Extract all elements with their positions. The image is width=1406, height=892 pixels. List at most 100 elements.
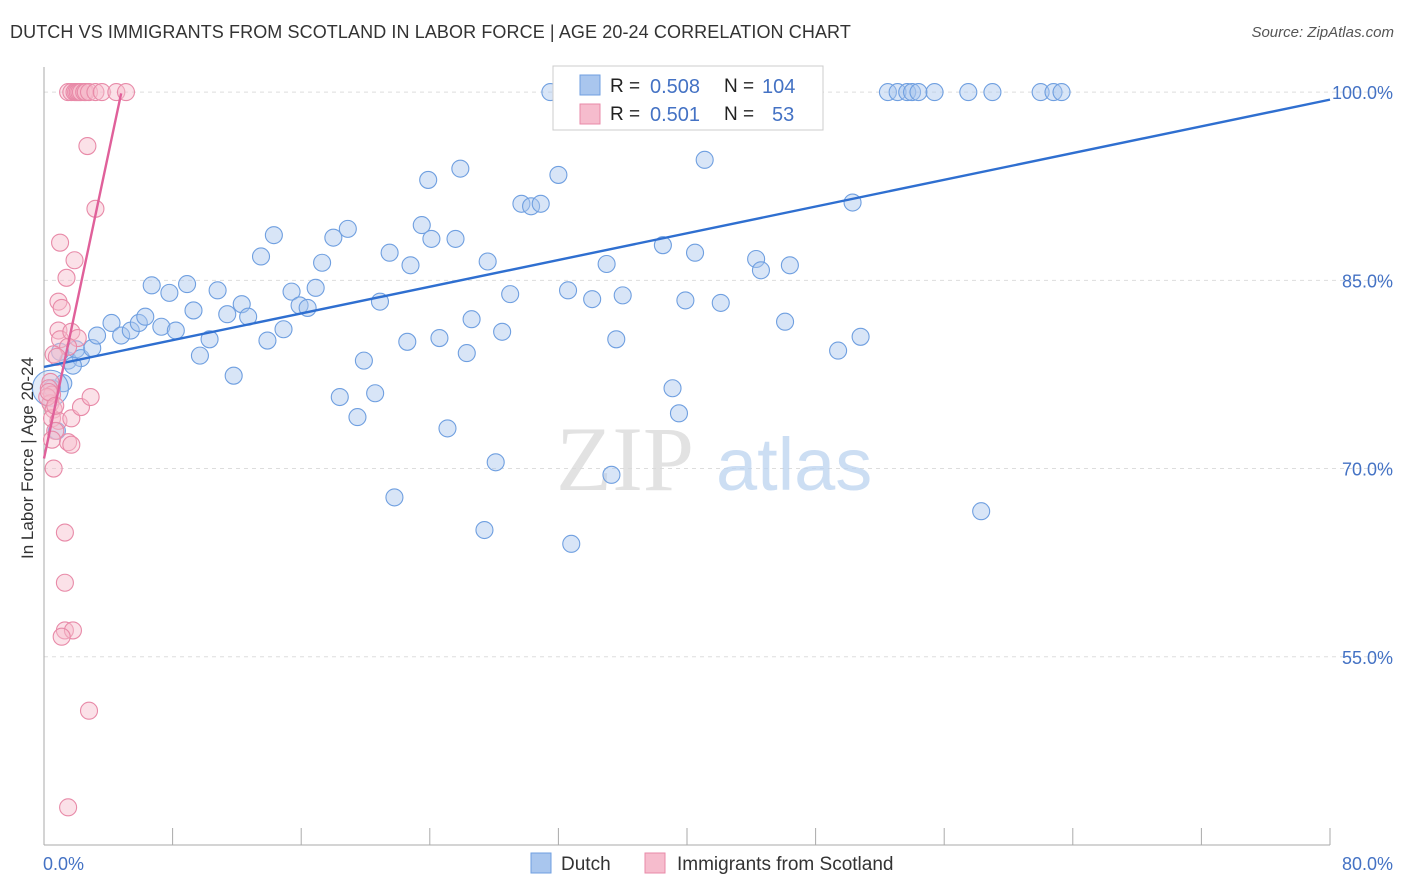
dutch-point-48 [438,419,457,438]
dutch-point-93 [959,83,978,102]
dutch-point-27 [274,320,293,339]
dutch-point-84 [829,341,848,360]
dutch-point-46 [422,229,441,248]
dutch-point-53 [475,520,494,540]
scotland-point-14 [78,137,97,156]
dutch-point-82 [780,256,799,275]
dutch-point-79 [747,249,766,269]
bottom-legend-swatch-scotland [644,852,666,874]
dutch-point-91 [909,83,928,102]
dutch-point-45 [419,170,438,189]
dutch-point-94 [972,502,991,521]
scotland-point-42 [62,435,81,454]
legend-r-value-2: 0.501 [650,104,700,126]
dutch-point-7 [112,326,131,345]
scotland-point-49 [79,701,99,720]
legend-n-value-1: 104 [762,76,795,98]
dutch-point-35 [338,219,357,238]
dutch-point-90 [902,83,922,102]
series-scotland-points [38,83,136,817]
watermark-atlas: atlas [716,423,872,506]
scotland-point-43 [44,459,63,478]
dutch-point-80 [751,261,770,280]
dutch-point-13 [160,283,179,302]
scotland-point-44 [55,523,74,542]
dutch-point-11 [142,276,161,295]
chart-title: DUTCH VS IMMIGRANTS FROM SCOTLAND IN LAB… [10,22,851,42]
legend-r-label-2: R = [610,104,640,125]
dutch-point-64 [562,534,581,553]
scotland-point-41 [59,433,78,452]
legend-r-label-1: R = [610,76,640,97]
series-dutch-points [31,83,1071,553]
dutch-point-50 [451,159,470,178]
scotland-point-37 [71,398,91,417]
gridlines [44,91,1390,658]
dutch-point-81 [776,312,795,331]
dutch-point-44 [412,216,431,235]
dutch-point-42 [398,332,417,351]
dutch-point-cluster [31,369,69,407]
dutch-point-33 [324,228,343,247]
dutch-point-66 [597,254,616,274]
dutch-point-73 [669,404,689,423]
scotland-point-38 [81,387,100,407]
y-tick-label-1: 85.0% [1342,271,1393,291]
scotland-point-20 [52,298,71,317]
legend-n-label-2: N = [724,104,754,125]
dutch-point-60 [531,194,550,213]
dutch-point-56 [493,322,512,341]
dutch-point-26 [264,226,283,245]
dutch-point-41 [385,488,404,507]
dutch-point-63 [558,281,578,300]
dutch-point-95 [983,83,1002,102]
scotland-point-9 [79,83,99,102]
dutch-point-18 [200,330,219,349]
dutch-point-32 [313,253,332,272]
bottom-legend-label-dutch: Dutch [561,854,611,875]
legend-n-label-1: N = [724,76,754,97]
tick-labels: 100.0% 85.0% 70.0% 55.0% 0.0% 80.0% [43,83,1393,874]
dutch-point-68 [607,330,626,349]
dutch-point-34 [330,387,349,407]
watermark: ZIP atlas [556,408,872,510]
dutch-point-92 [925,83,944,102]
dutch-point-76 [695,150,714,169]
dutch-point-20 [218,305,237,324]
dutch-point-87 [878,83,897,102]
dutch-point-28 [282,282,301,301]
scotland-point-11 [92,83,111,102]
dutch-point-6 [102,313,121,333]
y-tick-label-0: 100.0% [1332,83,1393,103]
scotland-point-16 [51,233,70,252]
series-legend: Dutch Immigrants from Scotland [530,852,893,875]
dutch-point-74 [676,291,695,310]
dutch-point-24 [251,247,271,266]
legend-swatch-pink [579,103,601,125]
dutch-point-47 [430,328,449,348]
dutch-point-62 [549,165,568,184]
y-axis-label: In Labor Force | Age 20-24 [18,357,37,559]
dutch-point-69 [613,286,632,305]
source-credit: Source: ZipAtlas.com [1251,24,1394,41]
legend-r-value-1: 0.508 [650,76,700,98]
scotland-point-50 [59,798,78,817]
dutch-point-65 [583,290,602,309]
dutch-point-15 [178,275,197,294]
dutch-point-10 [136,307,155,326]
scotland-point-17 [57,268,76,287]
trend-lines [42,93,1331,459]
dutch-point-36 [348,408,367,427]
dutch-point-88 [888,83,907,102]
x-tick-label-1: 80.0% [1342,854,1393,874]
dutch-point-77 [711,293,730,312]
dutch-point-12 [152,317,171,336]
bottom-legend-swatch-dutch [530,852,552,874]
scotland-trend-line [42,93,123,459]
scotland-point-48 [52,627,71,646]
dutch-point-49 [446,229,465,248]
dutch-point-40 [380,243,399,262]
dutch-point-86 [851,327,870,346]
scotland-point-26 [44,345,63,364]
